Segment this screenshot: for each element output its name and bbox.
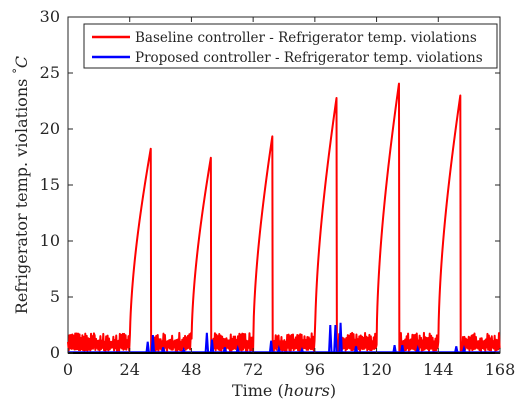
y-tick-label: 20 [40,119,60,138]
x-tick-label: 72 [243,360,263,379]
proposed-spike [461,344,467,354]
proposed-spike [353,346,359,354]
x-tick-label: 0 [63,360,73,379]
proposed-spike [222,347,228,354]
proposed-spike [160,347,166,354]
proposed-spike [299,346,305,354]
series-layer [67,82,501,354]
x-tick-label: 24 [120,360,140,379]
x-tick-label: 120 [361,360,392,379]
proposed-spike [454,346,459,354]
legend-entry-proposed: Proposed controller - Refrigerator temp.… [135,50,483,66]
y-axis-unit: C [12,56,31,68]
series-line-baseline [67,82,501,353]
plot-area-frame [67,16,501,354]
legend: Baseline controller - Refrigerator temp.… [83,23,498,69]
x-tick-label: 96 [305,360,325,379]
proposed-spike [235,344,240,354]
x-tick-label: 168 [485,360,516,379]
proposed-spike [333,324,338,354]
y-axis-label: Refrigerator temp. violations °C [11,56,32,314]
y-axis-degree: ° [11,68,24,74]
proposed-spike [276,344,282,354]
x-axis: 0 24 48 72 96 120 144 168 [63,17,515,379]
y-tick-label: 30 [40,7,60,26]
proposed-spike [392,344,397,354]
proposed-spike [328,324,333,354]
proposed-spike [268,340,274,354]
y-axis: 0 5 10 15 20 25 30 [40,7,500,362]
y-tick-label: 5 [50,287,60,306]
proposed-spike [204,332,210,354]
x-tick-label: 144 [423,360,454,379]
y-tick-label: 15 [40,175,60,194]
legend-entry-baseline: Baseline controller - Refrigerator temp.… [135,30,477,46]
proposed-spike [400,344,405,354]
y-tick-label: 10 [40,231,60,250]
proposed-spike [145,341,150,354]
y-tick-label: 0 [50,343,60,362]
proposed-spike [150,335,156,354]
x-axis-label: Time (hours) [232,381,336,400]
proposed-spike [338,322,343,354]
x-tick-label: 48 [181,360,201,379]
proposed-spike [181,346,186,354]
y-tick-label: 25 [40,63,60,82]
proposed-spike [209,339,215,354]
legend-box [83,23,498,69]
x-axis-unit: hours [284,381,330,400]
proposed-spike [415,344,420,354]
